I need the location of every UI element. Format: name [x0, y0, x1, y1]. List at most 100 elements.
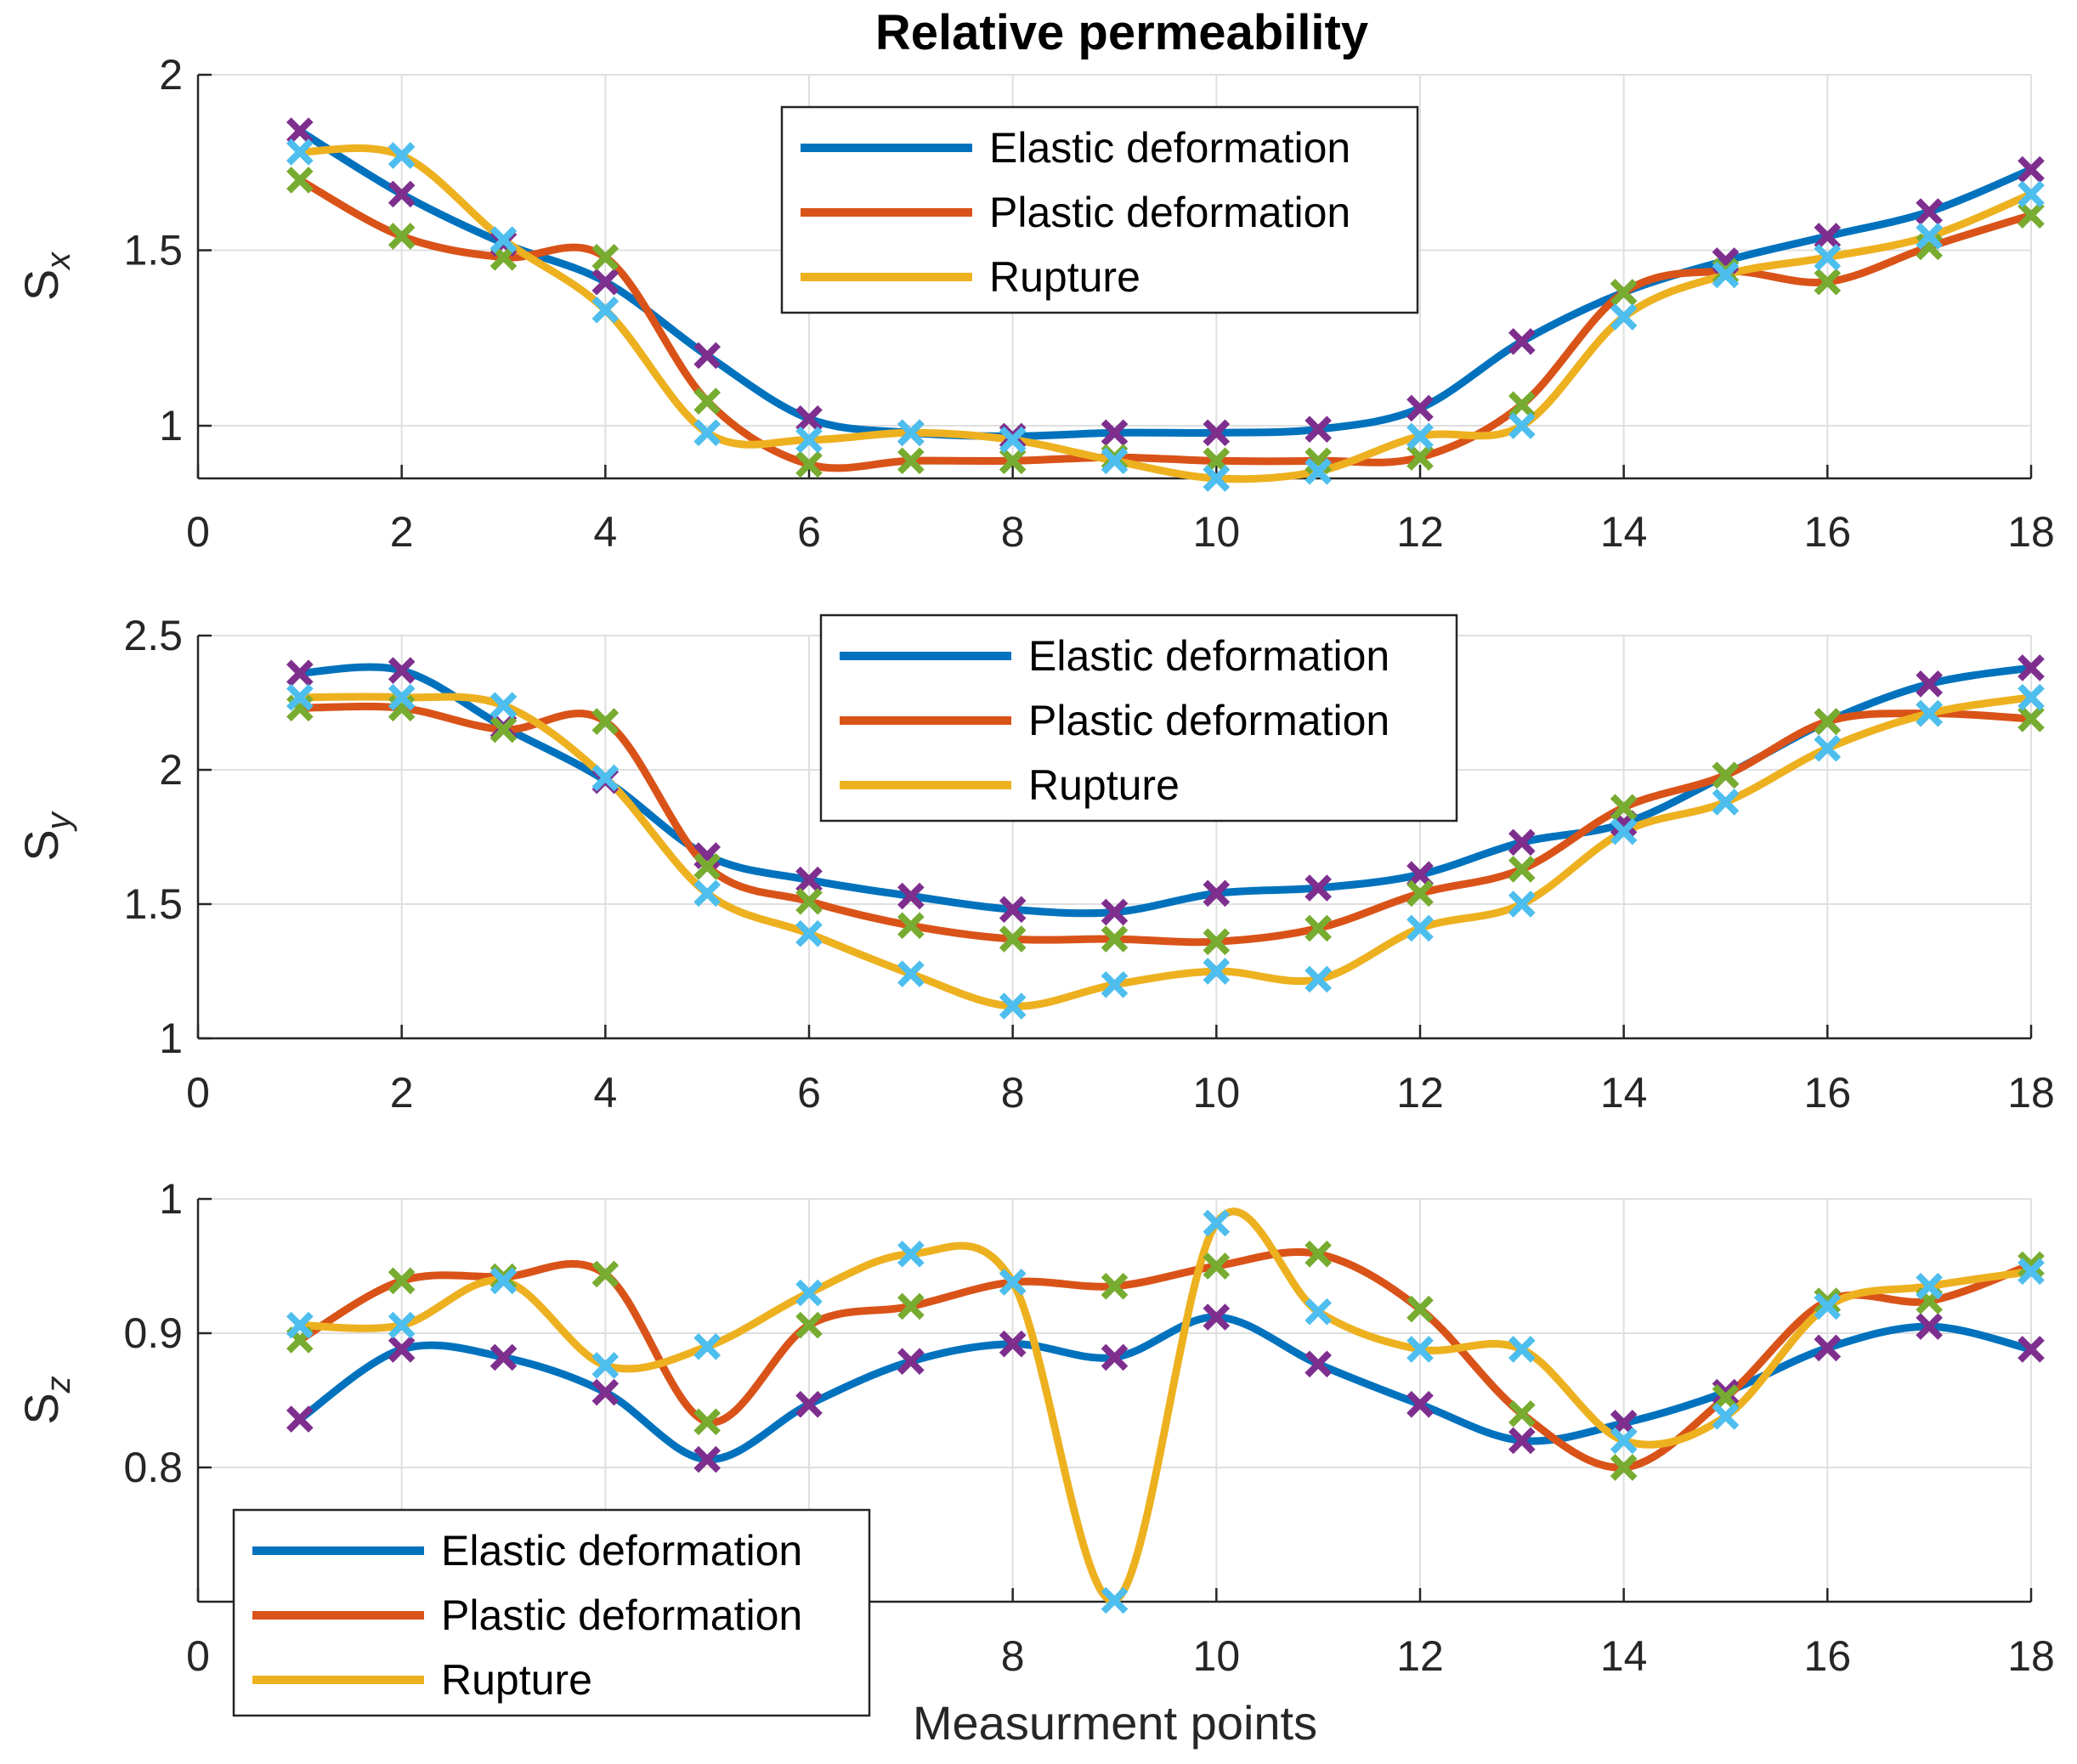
data-point-plastic [1406, 1295, 1434, 1323]
data-point-rupture [1916, 223, 1943, 250]
data-point-rupture [897, 419, 925, 447]
data-point-plastic [1101, 1272, 1129, 1300]
y-tick-label: 0.9 [123, 1309, 183, 1357]
data-point-rupture [1916, 699, 1943, 727]
data-point-rupture [388, 142, 416, 169]
x-tick-label: 8 [1001, 1069, 1025, 1117]
y-tick-label: 2 [159, 51, 183, 99]
data-point-elastic [1814, 223, 1842, 250]
data-point-rupture [795, 1279, 823, 1307]
legend-entry-plastic: Plastic deformation [441, 1592, 802, 1639]
data-point-elastic [1508, 328, 1536, 355]
x-tick-label: 6 [797, 508, 821, 556]
legend-entry-plastic: Plastic deformation [989, 189, 1350, 236]
data-point-elastic [693, 342, 721, 370]
data-point-rupture [591, 1352, 620, 1379]
data-point-rupture [1203, 958, 1231, 985]
x-tick-label: 8 [1001, 508, 1025, 556]
data-point-plastic [1814, 1287, 1842, 1315]
data-point-plastic [2018, 201, 2045, 229]
data-point-plastic [388, 1267, 416, 1295]
subplot-y-axes: 0 2 4 6 8 10 12 14 16 18 1 1.5 2 2.5 Sy Elastic deforma… [14, 612, 2055, 1117]
data-point-plastic [1203, 928, 1231, 956]
y-tick-label: 2 [159, 746, 183, 794]
data-point-rupture [2018, 180, 2045, 208]
data-point-plastic [795, 1311, 823, 1339]
data-point-elastic [1916, 198, 1943, 225]
data-point-elastic [388, 180, 416, 208]
data-point-elastic [1406, 1390, 1434, 1418]
data-point-rupture [2018, 1258, 2045, 1286]
data-point-rupture [693, 1332, 721, 1360]
y-axis-label-main: S [14, 1393, 68, 1424]
legend-entry-plastic: Plastic deformation [1028, 697, 1389, 744]
data-point-rupture [693, 419, 721, 447]
x-tick-label: 10 [1193, 1069, 1241, 1117]
data-point-elastic [1406, 394, 1434, 422]
data-point-plastic [591, 243, 620, 271]
data-point-elastic [1916, 670, 1943, 698]
x-tick-label: 4 [593, 1069, 617, 1117]
data-point-elastic [591, 1378, 620, 1406]
legend-entry-rupture: Rupture [989, 253, 1140, 301]
x-tick-label: 16 [1804, 1632, 1852, 1680]
data-point-plastic [1610, 1454, 1638, 1481]
data-point-elastic [1916, 1313, 1943, 1340]
data-point-rupture [795, 426, 823, 454]
data-point-elastic [1814, 1334, 1842, 1362]
y-axis-label-subscript: y [40, 810, 77, 832]
x-tick-label: 18 [2007, 1069, 2055, 1117]
data-point-rupture [1712, 789, 1740, 816]
legend-entry-rupture: Rupture [1028, 761, 1180, 809]
legend-entry-elastic: Elastic deformation [989, 124, 1350, 172]
data-point-rupture [1304, 457, 1332, 485]
data-point-rupture [999, 426, 1027, 454]
data-point-elastic [1712, 1378, 1740, 1406]
data-point-rupture [1203, 1209, 1231, 1237]
data-point-elastic [2018, 1336, 2045, 1363]
data-point-rupture [897, 1240, 925, 1268]
x-tick-label: 10 [1193, 508, 1241, 556]
data-point-elastic [1508, 828, 1536, 857]
data-point-rupture [591, 764, 620, 792]
x-tick-label: 14 [1600, 1632, 1648, 1680]
data-point-plastic [1610, 794, 1638, 822]
data-point-plastic [1508, 1399, 1536, 1428]
y-tick-label: 1.5 [123, 227, 183, 274]
data-point-rupture [1304, 1298, 1332, 1326]
data-point-rupture [1304, 965, 1332, 993]
data-point-plastic [388, 223, 416, 250]
data-point-elastic [1101, 898, 1129, 926]
data-point-plastic [591, 1260, 620, 1288]
data-point-plastic [897, 1292, 925, 1320]
data-point-plastic [693, 852, 721, 880]
data-point-rupture [1508, 1336, 1536, 1363]
data-point-elastic [2018, 155, 2045, 184]
data-point-elastic [1304, 416, 1332, 444]
data-point-plastic [1712, 761, 1740, 789]
data-point-plastic [1610, 279, 1638, 306]
data-point-elastic [999, 1330, 1027, 1358]
data-point-rupture [1814, 1292, 1842, 1320]
data-point-elastic [897, 1348, 925, 1376]
data-point-elastic [388, 657, 416, 684]
data-point-plastic [1814, 268, 1842, 296]
y-axis-label: Sz [14, 1376, 77, 1424]
x-tick-label: 2 [390, 508, 414, 556]
data-point-rupture [1508, 890, 1536, 918]
series-line-elastic [296, 127, 2035, 440]
x-tick-label: 0 [186, 508, 210, 556]
x-tick-label: 10 [1193, 1632, 1241, 1680]
data-point-rupture [795, 919, 823, 947]
data-point-plastic [1406, 879, 1434, 907]
subplot-x-axes: 0 2 4 6 8 10 12 14 16 18 1 1.5 2 Sx Elastic deformatio… [14, 51, 2055, 556]
data-point-rupture [1101, 447, 1129, 475]
data-point-rupture [1814, 243, 1842, 271]
x-tick-label: 18 [2007, 1632, 2055, 1680]
data-point-rupture [999, 992, 1027, 1020]
data-point-rupture [490, 692, 518, 719]
data-point-rupture [286, 1311, 314, 1339]
data-point-plastic [1406, 444, 1434, 472]
y-tick-label: 1 [159, 1175, 183, 1223]
x-tick-label: 0 [186, 1632, 210, 1680]
